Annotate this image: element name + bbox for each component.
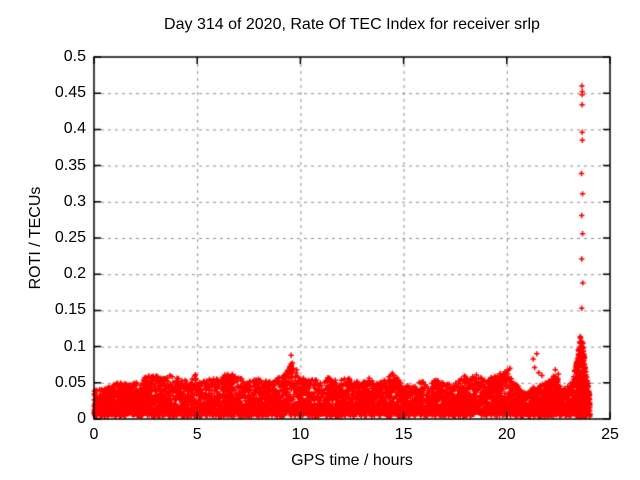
x-tick-label: 15 xyxy=(394,426,413,443)
y-tick-label: 0.1 xyxy=(63,337,86,355)
y-tick-label: 0 xyxy=(77,410,86,427)
y-tick-label: 0.3 xyxy=(63,192,86,210)
y-tick-label: 0.15 xyxy=(54,301,86,319)
x-tick-label: 10 xyxy=(291,426,310,443)
x-tick-label: 25 xyxy=(601,426,619,443)
y-tick-label: 0.35 xyxy=(54,156,86,174)
y-tick-label: 0.4 xyxy=(63,120,86,138)
y-tick-label: 0.2 xyxy=(63,265,86,283)
x-tick-label: 5 xyxy=(192,426,202,443)
x-axis-label: GPS time / hours xyxy=(291,452,413,469)
y-tick-label: 0.05 xyxy=(54,373,86,391)
y-tick-label: 0.25 xyxy=(54,229,86,246)
y-tick-label: 0.45 xyxy=(54,84,86,102)
x-tick-label: 20 xyxy=(497,426,516,443)
y-tick-label: 0.5 xyxy=(63,48,86,65)
x-tick-label: 0 xyxy=(89,426,99,443)
chart-title: Day 314 of 2020, Rate Of TEC Index for r… xyxy=(164,16,540,33)
